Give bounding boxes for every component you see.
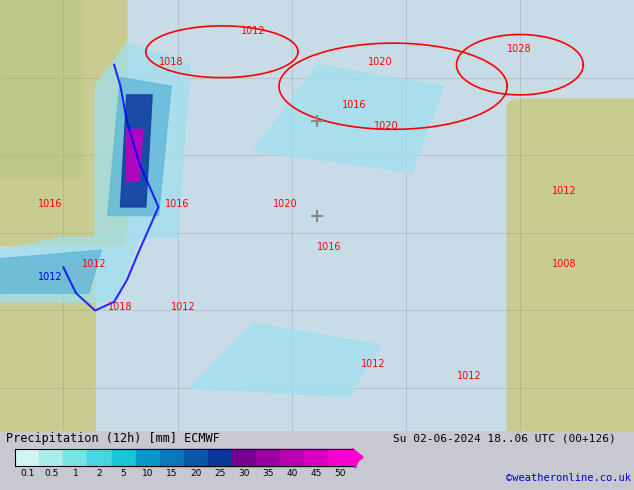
Text: 1012: 1012 (456, 371, 481, 381)
Bar (136, 449, 160, 466)
Text: 0.5: 0.5 (44, 469, 58, 478)
Polygon shape (0, 237, 139, 302)
Text: 1016: 1016 (342, 100, 367, 110)
Text: 1028: 1028 (507, 44, 532, 54)
Text: 1008: 1008 (552, 259, 576, 270)
Bar (232, 449, 256, 466)
Text: 45: 45 (311, 469, 322, 478)
Text: 0.1: 0.1 (20, 469, 34, 478)
Text: 1016: 1016 (38, 199, 63, 209)
Text: 1: 1 (72, 469, 79, 478)
FancyBboxPatch shape (0, 0, 82, 177)
Bar (39, 449, 63, 466)
Bar (87, 449, 112, 466)
Text: 10: 10 (142, 469, 153, 478)
Polygon shape (108, 77, 171, 216)
FancyBboxPatch shape (0, 263, 95, 436)
Text: 1016: 1016 (317, 242, 342, 252)
Bar (280, 449, 304, 466)
Text: 1012: 1012 (241, 26, 266, 36)
Text: 20: 20 (190, 469, 202, 478)
Text: 15: 15 (166, 469, 178, 478)
Text: 1018: 1018 (108, 302, 133, 313)
Bar (160, 449, 184, 466)
Polygon shape (0, 250, 101, 293)
Text: 30: 30 (238, 469, 250, 478)
Text: 1012: 1012 (82, 259, 107, 270)
Text: 1012: 1012 (361, 359, 386, 368)
Text: 1016: 1016 (165, 199, 190, 209)
Text: 1012: 1012 (38, 272, 63, 282)
Text: Su 02-06-2024 18..06 UTC (00+126): Su 02-06-2024 18..06 UTC (00+126) (393, 434, 616, 443)
Polygon shape (353, 449, 363, 466)
Bar (15, 449, 39, 466)
Bar (112, 449, 136, 466)
Text: 1018: 1018 (158, 57, 183, 67)
Bar (208, 449, 232, 466)
Text: 1012: 1012 (171, 302, 196, 313)
Text: 5: 5 (120, 469, 127, 478)
Bar (184, 449, 208, 466)
Text: 1012: 1012 (552, 186, 576, 196)
Polygon shape (120, 95, 152, 207)
Polygon shape (95, 43, 190, 237)
Text: 2: 2 (97, 469, 102, 478)
Bar (328, 449, 353, 466)
Polygon shape (190, 323, 380, 397)
Polygon shape (254, 65, 444, 172)
Bar (63, 449, 87, 466)
Text: 1020: 1020 (368, 57, 392, 67)
Text: 35: 35 (262, 469, 274, 478)
Text: 25: 25 (214, 469, 226, 478)
Text: 1020: 1020 (374, 122, 399, 131)
Text: 40: 40 (287, 469, 298, 478)
Bar (304, 449, 328, 466)
Bar (256, 449, 280, 466)
Polygon shape (127, 129, 143, 181)
Text: Precipitation (12h) [mm] ECMWF: Precipitation (12h) [mm] ECMWF (6, 432, 220, 445)
Text: 50: 50 (335, 469, 346, 478)
FancyBboxPatch shape (507, 99, 634, 440)
Text: ©weatheronline.co.uk: ©weatheronline.co.uk (506, 473, 631, 483)
FancyBboxPatch shape (0, 0, 127, 246)
Text: 1020: 1020 (273, 199, 297, 209)
